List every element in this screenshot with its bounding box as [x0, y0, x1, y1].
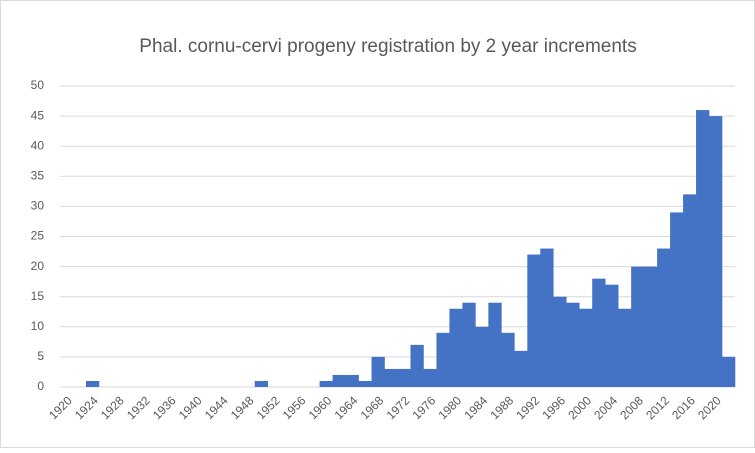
bar [397, 368, 411, 387]
y-tick-label: 10 [31, 319, 45, 333]
bar [670, 212, 684, 387]
y-tick-label: 40 [31, 138, 45, 152]
bar [683, 194, 697, 387]
bar [540, 248, 554, 387]
bar [709, 116, 723, 387]
y-tick-label: 30 [31, 199, 45, 213]
bar [475, 326, 489, 387]
bar [319, 380, 333, 387]
bar [462, 302, 476, 387]
bar [657, 248, 671, 387]
bar [553, 296, 567, 387]
y-tick-label: 20 [31, 259, 45, 273]
bar [423, 368, 437, 387]
bar [345, 374, 359, 387]
bar [501, 332, 515, 387]
bar [371, 356, 385, 387]
bar [410, 344, 424, 387]
chart-title: Phal. cornu-cervi progeny registration b… [139, 36, 636, 57]
y-tick-label: 15 [31, 289, 45, 303]
y-tick-label: 0 [37, 379, 44, 393]
bar [488, 302, 502, 387]
bar [358, 380, 372, 387]
bar [592, 278, 606, 387]
y-tick-label: 50 [31, 78, 45, 92]
bar [605, 284, 619, 387]
bar [254, 380, 268, 387]
bar [527, 254, 541, 387]
bar [436, 332, 450, 387]
bar [644, 266, 658, 387]
bar [449, 308, 463, 387]
bar [696, 110, 710, 387]
y-tick-label: 45 [31, 108, 45, 122]
bar [618, 308, 632, 387]
bar [566, 302, 580, 387]
bar [631, 266, 645, 387]
bar [85, 380, 100, 387]
bar [722, 356, 736, 387]
y-tick-label: 35 [31, 168, 45, 182]
y-tick-label: 5 [37, 349, 44, 363]
bar [384, 368, 398, 387]
bar [514, 350, 528, 387]
y-tick-label: 25 [31, 229, 45, 243]
bar [579, 308, 593, 387]
bar [332, 374, 346, 387]
